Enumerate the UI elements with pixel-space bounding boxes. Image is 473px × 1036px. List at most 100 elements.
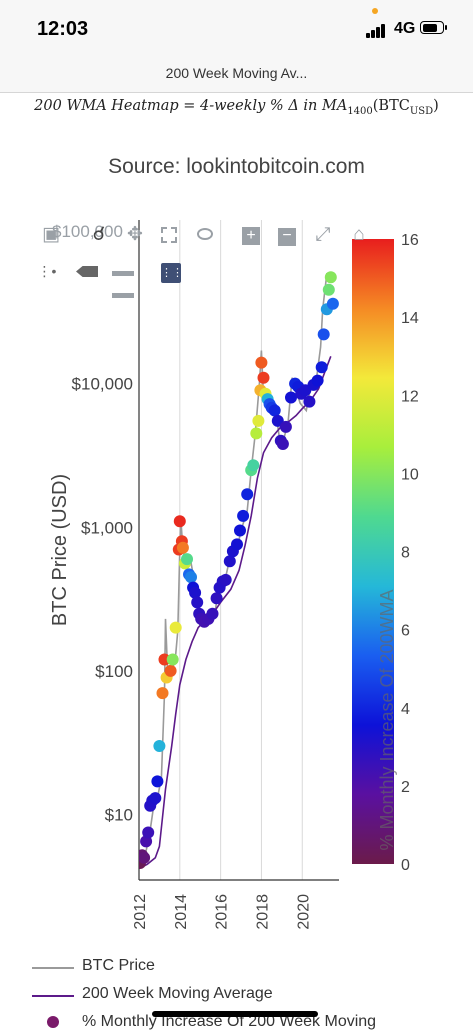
heatmap-point[interactable] — [257, 371, 270, 384]
x-tick-label: 2018 — [254, 894, 271, 930]
home-indicator[interactable] — [152, 1011, 318, 1017]
heatmap-point[interactable] — [210, 592, 223, 605]
y-tick-label: $100 — [95, 662, 133, 681]
colorbar-tick-label: 14 — [401, 310, 419, 327]
box-select-icon[interactable] — [158, 224, 180, 246]
heatmap-point[interactable] — [219, 573, 232, 586]
source-label: Source: lookintobitcoin.com — [108, 155, 365, 178]
heatmap-point[interactable] — [324, 271, 337, 284]
status-bar: 12:03 4G — [0, 0, 473, 56]
heatmap-point[interactable] — [206, 607, 219, 620]
colorbar-tick-label: 6 — [401, 623, 410, 640]
y-axis-label: BTC Price (USD) — [49, 474, 71, 626]
formula-argument-subscript: USD — [409, 105, 434, 117]
heatmap-point[interactable] — [153, 740, 166, 752]
colorbar-tick-label: 8 — [401, 545, 410, 562]
heatmap-point[interactable] — [223, 555, 236, 568]
heatmap-point[interactable] — [322, 283, 335, 296]
heatmap-point[interactable] — [158, 653, 171, 666]
heatmap-point[interactable] — [142, 826, 155, 839]
legend-item-btc-price[interactable]: BTC Price — [32, 956, 472, 980]
zoom-icon[interactable]: ☌ — [92, 224, 106, 245]
heatmap-point[interactable] — [185, 571, 197, 584]
heatmap-point[interactable] — [173, 515, 186, 528]
formula-text: 200 WMA Heatmap = 4-weekly % Δ in MA — [34, 98, 348, 114]
colorbar-tick-label: 4 — [401, 701, 410, 718]
x-tick-label: 2020 — [295, 894, 312, 930]
axes — [138, 220, 339, 881]
heatmap-point[interactable] — [276, 438, 289, 450]
heatmap-point[interactable] — [138, 851, 151, 864]
y-tick-label: $10,000 — [72, 375, 133, 394]
heatmap-point[interactable] — [279, 420, 292, 433]
heatmap-point[interactable] — [303, 395, 316, 408]
browser-title-bar[interactable]: 200 Week Moving Av... — [0, 56, 473, 93]
hover-compare-icon[interactable] — [112, 260, 134, 298]
x-tick-labels: 2012 2014 2016 2018 2020 — [132, 894, 312, 930]
heatmap-point[interactable] — [231, 538, 243, 551]
heatmap-point[interactable] — [181, 553, 193, 566]
legend-label: 200 Week Moving Average — [82, 985, 273, 1002]
signal-icon — [366, 22, 390, 38]
x-gridlines — [179, 220, 303, 880]
heatmap-point[interactable] — [164, 664, 177, 677]
heatmap-point[interactable] — [315, 361, 328, 374]
heatmap-point[interactable] — [326, 297, 339, 310]
formula-close: ) — [433, 98, 439, 114]
y-tick-label: $10 — [105, 806, 133, 825]
heatmap-point[interactable] — [166, 653, 179, 666]
plotly-logo-icon[interactable]: ⋮⋮ — [160, 260, 183, 283]
colorbar-tick-label: 10 — [401, 466, 419, 483]
legend-swatch-gray-line — [32, 967, 74, 969]
colorbar-ticks: 0 2 4 6 8 10 12 14 16 — [401, 232, 419, 874]
battery-icon — [420, 21, 447, 34]
camera-icon[interactable]: ▣ — [42, 224, 60, 245]
browser-page-title: 200 Week Moving Av... — [165, 65, 308, 81]
ma-200-week-line — [139, 356, 332, 870]
overlapped-y-label: $100,000 — [52, 222, 123, 241]
heatmap-point[interactable] — [241, 488, 254, 501]
autoscale-icon[interactable]: ⤢ — [315, 224, 331, 245]
pan-icon[interactable]: ✥ — [127, 224, 143, 245]
x-tick-label: 2016 — [214, 894, 231, 930]
heatmap-point[interactable] — [151, 775, 164, 788]
heatmap-point[interactable] — [149, 792, 162, 805]
heatmap-point[interactable] — [250, 427, 263, 440]
hover-closest-icon[interactable] — [76, 260, 98, 282]
zoom-out-icon[interactable]: − — [276, 224, 298, 246]
y-tick-labels: $10 $100 $1,000 $10,000 — [72, 375, 133, 825]
recording-indicator-dot — [372, 8, 378, 14]
heatmap-point[interactable] — [255, 356, 268, 369]
x-tick-label: 2014 — [173, 894, 190, 930]
heatmap-point[interactable] — [311, 374, 324, 387]
btc-heatmap-chart: $10 $100 $1,000 $10,000 2012 2014 2016 2018 202… — [49, 220, 419, 930]
heatmap-point[interactable] — [234, 524, 246, 537]
reset-axes-icon[interactable]: ⌂ — [353, 224, 365, 245]
heatmap-point[interactable] — [189, 586, 202, 599]
heatmap-point[interactable] — [176, 541, 189, 554]
plot-toolbar: ▣ $100,000 ☌ ✥ + − ⤢ ⌂ ⋮• ⋮⋮ — [36, 222, 376, 298]
x-tick-label: 2012 — [132, 894, 149, 930]
colorbar — [352, 239, 394, 864]
legend-item-200wma[interactable]: 200 Week Moving Average — [32, 984, 472, 1008]
formula-argument: (BTC — [372, 98, 410, 114]
heatmap-point[interactable] — [169, 621, 182, 634]
legend-swatch-dot — [47, 1016, 59, 1028]
spike-lines-icon[interactable]: ⋮• — [37, 263, 57, 279]
heatmap-point[interactable] — [268, 404, 281, 417]
heatmap-point[interactable] — [156, 687, 169, 700]
heatmap-point[interactable] — [285, 391, 297, 404]
legend-swatch-purple-line — [32, 995, 74, 997]
heatmap-point[interactable] — [317, 328, 330, 341]
zoom-in-icon[interactable]: + — [240, 224, 262, 246]
heatmap-point[interactable] — [247, 459, 260, 472]
heatmap-point[interactable] — [252, 414, 265, 427]
heatmap-point[interactable] — [237, 509, 250, 522]
y-tick-label: $1,000 — [81, 518, 133, 537]
scatter-points — [138, 271, 339, 869]
heatmap-point[interactable] — [191, 596, 204, 609]
chart-formula-heading: 200 WMA Heatmap = 4-weekly % Δ in MA1400… — [0, 98, 473, 117]
lasso-select-icon[interactable] — [194, 224, 216, 246]
colorbar-gradient — [352, 239, 394, 864]
network-type: 4G — [394, 20, 416, 37]
